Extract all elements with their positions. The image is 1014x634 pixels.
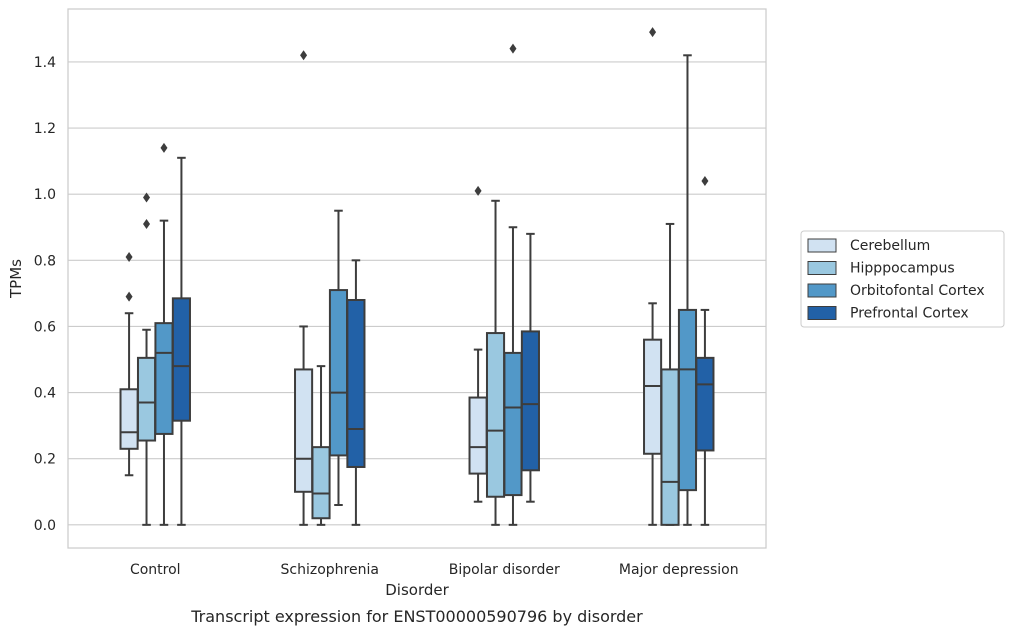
box-1-3 <box>346 259 366 526</box>
legend: Cerebellum Hipppocampus Orbitofontal Corte… <box>800 230 1005 328</box>
legend-swatch <box>807 283 837 298</box>
box-0-1 <box>136 192 157 526</box>
outlier-point <box>143 192 151 203</box>
box-iqr <box>154 322 174 435</box>
y-tick-label: 0.6 <box>34 319 56 335</box>
box-iqr <box>346 298 366 468</box>
x-tick-label: Control <box>130 562 181 578</box>
box-iqr <box>695 356 715 452</box>
box-iqr <box>520 330 540 472</box>
box-iqr <box>171 297 191 422</box>
x-axis-label: Disorder <box>385 581 449 599</box>
outlier-point <box>160 142 168 153</box>
box-0-3 <box>171 156 191 526</box>
legend-swatch <box>807 261 837 275</box>
box-1-1 <box>311 365 331 526</box>
box-1-2 <box>328 209 349 507</box>
box-iqr <box>677 308 698 492</box>
boxes <box>119 27 715 526</box>
outlier-point <box>125 252 133 263</box>
outlier-point <box>125 291 133 302</box>
y-tick-label: 0.2 <box>34 452 56 468</box>
y-tick-label: 1.2 <box>34 121 56 137</box>
legend-label: Cerebellum <box>850 238 930 254</box>
x-tick-label: Schizophrenia <box>281 562 379 578</box>
box-1-0 <box>294 50 314 526</box>
outlier-point <box>474 185 482 196</box>
legend-swatch <box>807 238 837 253</box>
legend-label: Hipppocampus <box>850 261 955 277</box>
y-axis-ticks: 0.0 0.2 0.4 0.6 0.8 1.0 1.2 1.4 <box>34 55 56 534</box>
box-iqr <box>643 338 663 455</box>
box-iqr <box>119 388 139 450</box>
chart-caption: Transcript expression for ENST0000059079… <box>190 607 643 626</box>
box-iqr <box>503 351 523 497</box>
box-0-0 <box>119 252 139 477</box>
box-0-2 <box>154 142 174 526</box>
box-iqr <box>294 368 314 493</box>
box-2-1 <box>485 199 506 526</box>
legend-label: Prefrontal Cortex <box>850 306 969 322</box>
legend-frame <box>800 230 1005 328</box>
box-2-3 <box>520 232 540 503</box>
legend-label: Orbitofontal Cortex <box>850 283 985 299</box>
x-tick-label: Major depression <box>619 562 739 578</box>
plot-frame <box>67 8 767 549</box>
box-iqr <box>468 396 488 475</box>
box-3-2 <box>677 54 698 526</box>
y-tick-label: 1.4 <box>34 55 56 71</box>
outlier-point <box>509 43 517 54</box>
legend-swatch <box>807 306 837 320</box>
x-tick-label: Bipolar disorder <box>449 562 560 578</box>
box-2-0 <box>468 185 488 503</box>
box-2-2 <box>503 43 523 526</box>
outlier-point <box>701 175 709 186</box>
y-axis-label: TPMs <box>7 259 25 299</box>
y-tick-label: 0.8 <box>34 253 56 269</box>
box-iqr <box>485 332 506 498</box>
box-3-3 <box>695 175 715 526</box>
outlier-point <box>143 218 151 229</box>
box-iqr <box>311 446 331 520</box>
box-iqr <box>328 289 349 457</box>
y-tick-label: 0.4 <box>34 386 56 402</box>
box-iqr <box>136 356 157 442</box>
box-iqr <box>660 368 680 526</box>
y-tick-label: 1.0 <box>34 187 56 203</box>
outlier-point <box>300 50 308 61</box>
outlier-point <box>649 27 657 38</box>
y-tick-label: 0.0 <box>34 518 56 534</box>
box-3-1 <box>660 222 680 526</box>
x-axis-ticks: Control Schizophrenia Bipolar disorder Majo… <box>130 562 739 578</box>
box-3-0 <box>643 27 663 526</box>
